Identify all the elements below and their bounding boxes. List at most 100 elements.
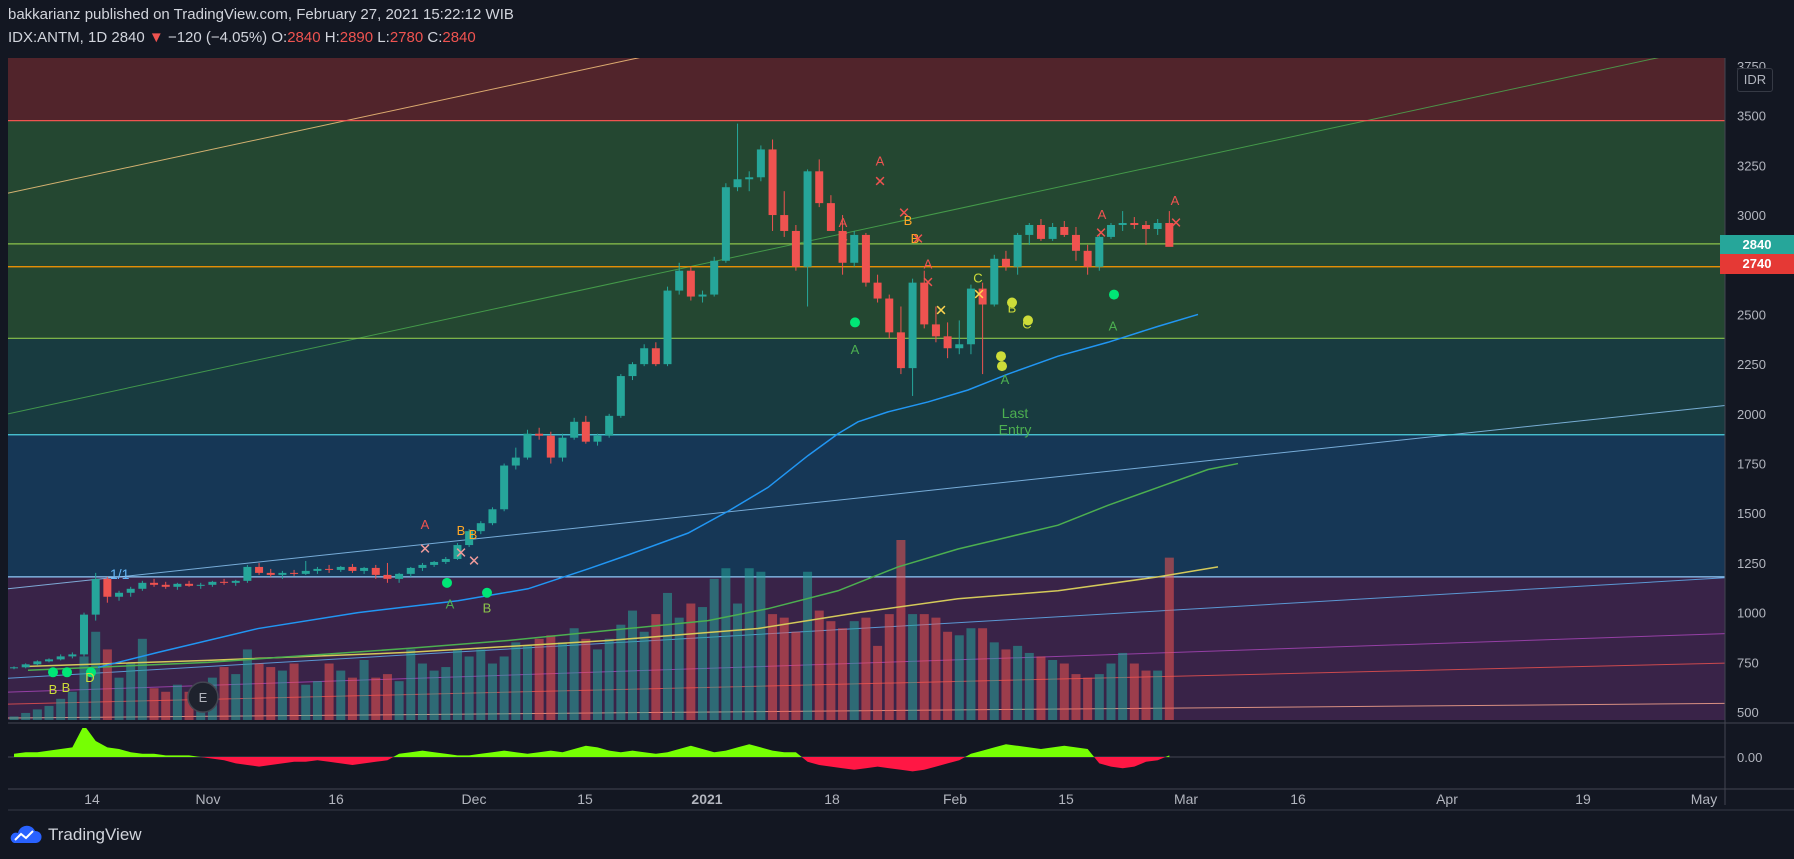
signal-cross: ✕ [935,302,948,319]
signal-dot [442,577,452,588]
volume-bar [277,670,287,720]
trend-channel-line [8,633,1725,693]
price-tick-label: 1750 [1737,457,1766,472]
candle-body [698,294,707,297]
signal-dot [86,667,96,678]
open-label: O: [271,29,288,46]
time-tick-label: 15 [577,791,593,807]
volume-bar [301,684,311,720]
trend-channel-line [8,404,1725,590]
candle-body [675,270,684,291]
time-tick-label: Mar [1174,791,1198,807]
candle-body [150,582,159,585]
signal-letter: B [483,601,492,616]
signal-dot [1023,315,1033,326]
candle-body [21,664,30,668]
volume-bar [289,663,299,720]
volume-bar [9,716,19,720]
tradingview-logo[interactable]: TradingView [8,825,142,845]
candle-body [161,584,170,587]
volume-bar [242,649,252,720]
high-value: 2890 [339,29,374,46]
candle-body [745,177,754,180]
candle-body [395,573,404,579]
candle-body [838,230,847,263]
candle-body [1141,224,1150,229]
price-tick-label: 500 [1737,705,1759,720]
trend-channel-line [8,577,1725,679]
volume-bar [569,628,579,720]
price-tick-label: 3250 [1737,158,1766,173]
volume-bar [406,649,416,720]
signal-letter: A [851,342,860,357]
candle-body [780,215,789,231]
volume-bar [1094,674,1104,720]
candle-body [430,561,439,565]
candle-body [33,661,42,665]
volume-bar [1024,652,1034,720]
signal-cross: ✕ [468,553,481,570]
volume-bar [814,610,824,720]
candle-body [126,588,135,593]
oscillator-positive-area [14,728,1170,757]
candle-body [45,659,54,662]
volume-bar [1153,670,1163,720]
candle-body [1025,224,1034,235]
volume-bar [943,631,953,720]
volume-bar [429,670,439,720]
signal-letter: A [446,597,455,612]
currency-button[interactable]: IDR [1737,68,1773,92]
volume-bar [557,642,567,720]
signal-cross: ✕ [1170,215,1183,232]
volume-bar [721,568,731,720]
signal-dot [1007,297,1017,308]
candle-body [628,364,637,377]
candle-body [605,415,614,436]
candle-body [371,567,380,575]
level-price-badge: 2740 [1720,254,1794,274]
volume-bar [487,663,497,720]
signal-letter: A [924,257,933,272]
close-label: C: [427,29,443,46]
signal-letter: C [973,271,982,286]
candle-body [91,578,100,615]
volume-bar [266,667,276,720]
time-tick-label: 14 [84,791,100,807]
signal-dot [48,667,58,678]
time-tick-label: 2021 [691,791,722,807]
signal-letter: B [904,213,913,228]
volume-bar [581,638,591,720]
candle-body [383,574,392,579]
signal-cross: ✕ [419,541,432,558]
time-tick-label: Feb [943,791,967,807]
last-entry-annotation: Entry [999,422,1032,438]
volume-bar [91,631,101,720]
candle-body [920,282,929,325]
fib-label: 1/1 [110,566,130,582]
candle-body [1106,224,1115,237]
signal-letter: A [876,153,885,168]
volume-bar [908,614,918,720]
volume-bar [476,649,486,720]
symbol-label[interactable]: IDX:ANTM, 1D [8,29,108,46]
candle-body [1036,224,1045,239]
price-tick-label: 3000 [1737,208,1766,223]
candle-body [173,583,182,587]
volume-bar [359,660,369,720]
time-tick-label: 15 [1058,791,1074,807]
signal-dot [996,351,1006,362]
price-tick-label: 2000 [1737,407,1766,422]
candle-body [418,564,427,568]
volume-bar [1036,656,1046,720]
candle-body [103,578,112,597]
candle-body [885,298,894,333]
candle-body [616,376,625,416]
trend-channel-line [8,58,641,194]
volume-bar [102,649,112,720]
volume-bar [931,617,941,720]
candle-body [850,234,859,263]
volume-bar [593,649,602,720]
